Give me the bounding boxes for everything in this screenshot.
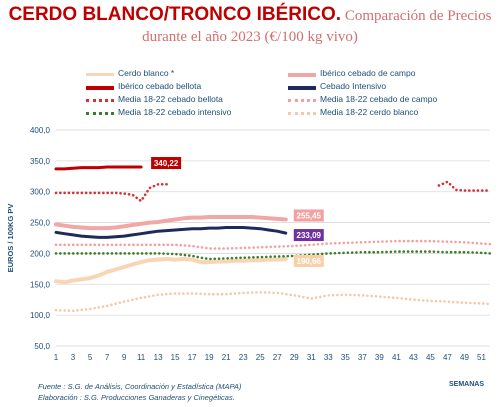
credit-note: Elaboración : S.G. Producciones Ganadera…: [38, 393, 235, 402]
x-tick-label-0: 1: [54, 353, 59, 362]
x-tick-label-22: 45: [426, 353, 435, 362]
x-tick-label-19: 39: [375, 353, 384, 362]
legend-label-3: Cebado Intensivo: [320, 81, 387, 91]
x-tick-label-2: 5: [88, 353, 93, 362]
x-tick-label-1: 3: [71, 353, 76, 362]
legend-swatch-6: [86, 112, 114, 115]
legend-swatch-3: [288, 86, 316, 90]
legend-swatch-4: [86, 99, 114, 102]
series-line-1-0: [54, 215, 288, 231]
data-label-0: 340,22: [154, 159, 179, 168]
source-note: Fuente : S.G. de Análisis, Coordinación …: [38, 382, 242, 391]
x-tick-label-23: 47: [443, 353, 452, 362]
series-line-6-0: [54, 250, 492, 261]
y-tick-label-5: 150,0: [30, 280, 51, 289]
title-line2: durante el año 2023 (€/100 kg vivo): [142, 29, 358, 45]
data-label-3: 190,66: [297, 257, 322, 266]
series-line-5-0: [54, 239, 492, 250]
data-label-box-0: [151, 157, 182, 170]
x-tick-label-14: 29: [290, 353, 299, 362]
legend-swatch-0: [86, 73, 114, 76]
data-label-box-3: [293, 254, 324, 267]
x-tick-label-20: 41: [392, 353, 401, 362]
series-line-7-0: [54, 291, 492, 313]
x-tick-label-9: 19: [205, 353, 214, 362]
x-tick-label-13: 27: [273, 353, 282, 362]
series-line-0-0: [54, 257, 288, 285]
x-tick-label-11: 23: [239, 353, 248, 362]
data-label-box-1: [293, 209, 324, 222]
data-label-box-2: [293, 229, 324, 242]
y-tick-label-6: 100,0: [30, 311, 51, 320]
title-sub: Comparación de Precios: [341, 8, 492, 24]
data-label-1: 255,45: [297, 211, 322, 220]
y-tick-label-3: 250,0: [30, 219, 51, 228]
x-tick-label-24: 49: [460, 353, 469, 362]
y-tick-label-4: 200,0: [30, 249, 51, 258]
x-tick-label-5: 11: [137, 353, 146, 362]
x-tick-label-6: 13: [154, 353, 163, 362]
x-tick-label-4: 9: [122, 353, 127, 362]
x-tick-label-8: 17: [188, 353, 197, 362]
legend-label-1: Ibérico cebado de campo: [320, 68, 416, 78]
legend-swatch-5: [288, 99, 316, 102]
y-tick-label-0: 400,0: [30, 126, 51, 135]
x-axis-title: SEMANAS: [449, 381, 485, 388]
data-label-2: 233,09: [297, 231, 322, 240]
legend-swatch-1: [288, 73, 316, 77]
x-tick-label-16: 33: [324, 353, 333, 362]
title-main: CERDO BLANCO/TRONCO IBÉRICO.: [8, 4, 342, 25]
series-line-2-0: [54, 165, 143, 171]
legend-label-0: Cerdo blanco *: [118, 68, 175, 78]
y-tick-label-7: 50,0: [34, 342, 50, 351]
series-line-4-1: [437, 180, 492, 192]
x-tick-label-15: 31: [307, 353, 316, 362]
legend-label-6: Media 18-22 cebado intensivo: [118, 107, 232, 117]
legend-label-4: Media 18-22 cebado bellota: [118, 94, 223, 104]
x-tick-label-25: 51: [477, 353, 486, 362]
legend-label-7: Media 18-22 cerdo blanco: [320, 107, 419, 117]
legend-swatch-2: [86, 86, 114, 90]
x-tick-label-18: 37: [358, 353, 367, 362]
x-tick-label-12: 25: [256, 353, 265, 362]
series-line-3-0: [54, 226, 288, 239]
x-tick-label-7: 15: [171, 353, 180, 362]
legend-label-2: Ibérico cebado bellota: [118, 81, 202, 91]
y-tick-label-2: 300,0: [30, 188, 51, 197]
chart-title: CERDO BLANCO/TRONCO IBÉRICO. Comparación…: [0, 4, 500, 48]
series-line-4-0: [54, 183, 168, 203]
legend-swatch-7: [288, 112, 316, 115]
y-tick-label-1: 350,0: [30, 157, 51, 166]
legend-label-5: Media 18-22 cebado de campo: [320, 94, 438, 104]
y-axis-title: EUROS / 100KG PV: [6, 204, 15, 273]
x-tick-label-3: 7: [105, 353, 110, 362]
chart-footer: Fuente : S.G. de Análisis, Coordinación …: [38, 381, 241, 403]
x-tick-label-10: 21: [222, 353, 231, 362]
x-tick-label-17: 35: [341, 353, 350, 362]
x-tick-label-21: 43: [409, 353, 418, 362]
